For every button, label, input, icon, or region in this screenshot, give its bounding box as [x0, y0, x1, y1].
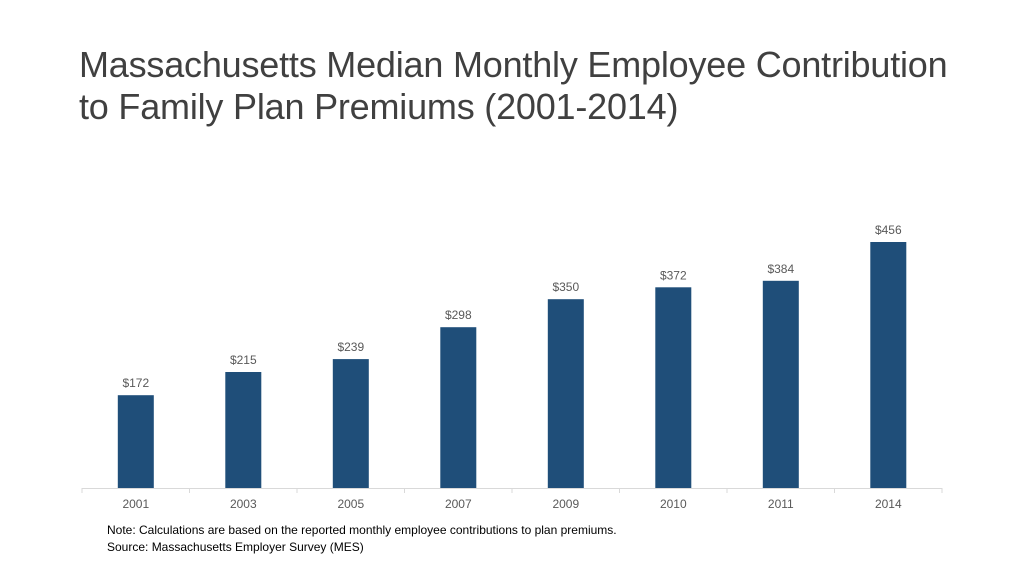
bar-2014	[870, 242, 907, 488]
bar-2010	[655, 287, 692, 488]
data-label-2005: $239	[337, 340, 364, 354]
chart-title: Massachusetts Median Monthly Employee Co…	[79, 44, 979, 128]
bar-2001	[117, 395, 154, 488]
data-label-2007: $298	[445, 308, 472, 322]
bar-2005	[332, 359, 369, 488]
x-tick-label-2010: 2010	[660, 497, 687, 511]
data-label-2009: $350	[552, 280, 579, 294]
x-tick-label-2005: 2005	[337, 497, 364, 511]
chart-title-line-2: to Family Plan Premiums (2001-2014)	[79, 86, 679, 127]
x-tick-label-2009: 2009	[552, 497, 579, 511]
data-label-2010: $372	[660, 268, 687, 282]
chart-title-line-1: Massachusetts Median Monthly Employee Co…	[79, 44, 948, 85]
data-label-2001: $172	[122, 376, 149, 390]
bar-2007	[440, 327, 477, 488]
x-tick-label-2014: 2014	[875, 497, 902, 511]
data-label-2014: $456	[875, 223, 902, 237]
note-text: Note: Calculations are based on the repo…	[107, 523, 617, 537]
source-text: Source: Massachusetts Employer Survey (M…	[107, 540, 364, 554]
x-tick-label-2003: 2003	[230, 497, 257, 511]
bar-2003	[225, 372, 262, 488]
chart-footnote: Note: Calculations are based on the repo…	[107, 522, 617, 556]
bar-2009	[547, 299, 584, 488]
data-label-2003: $215	[230, 353, 257, 367]
x-tick-label-2011: 2011	[768, 497, 794, 511]
x-tick-label-2007: 2007	[445, 497, 472, 511]
x-tick-label-2001: 2001	[122, 497, 149, 511]
data-label-2011: $384	[767, 262, 794, 276]
bar-2011	[762, 280, 799, 488]
